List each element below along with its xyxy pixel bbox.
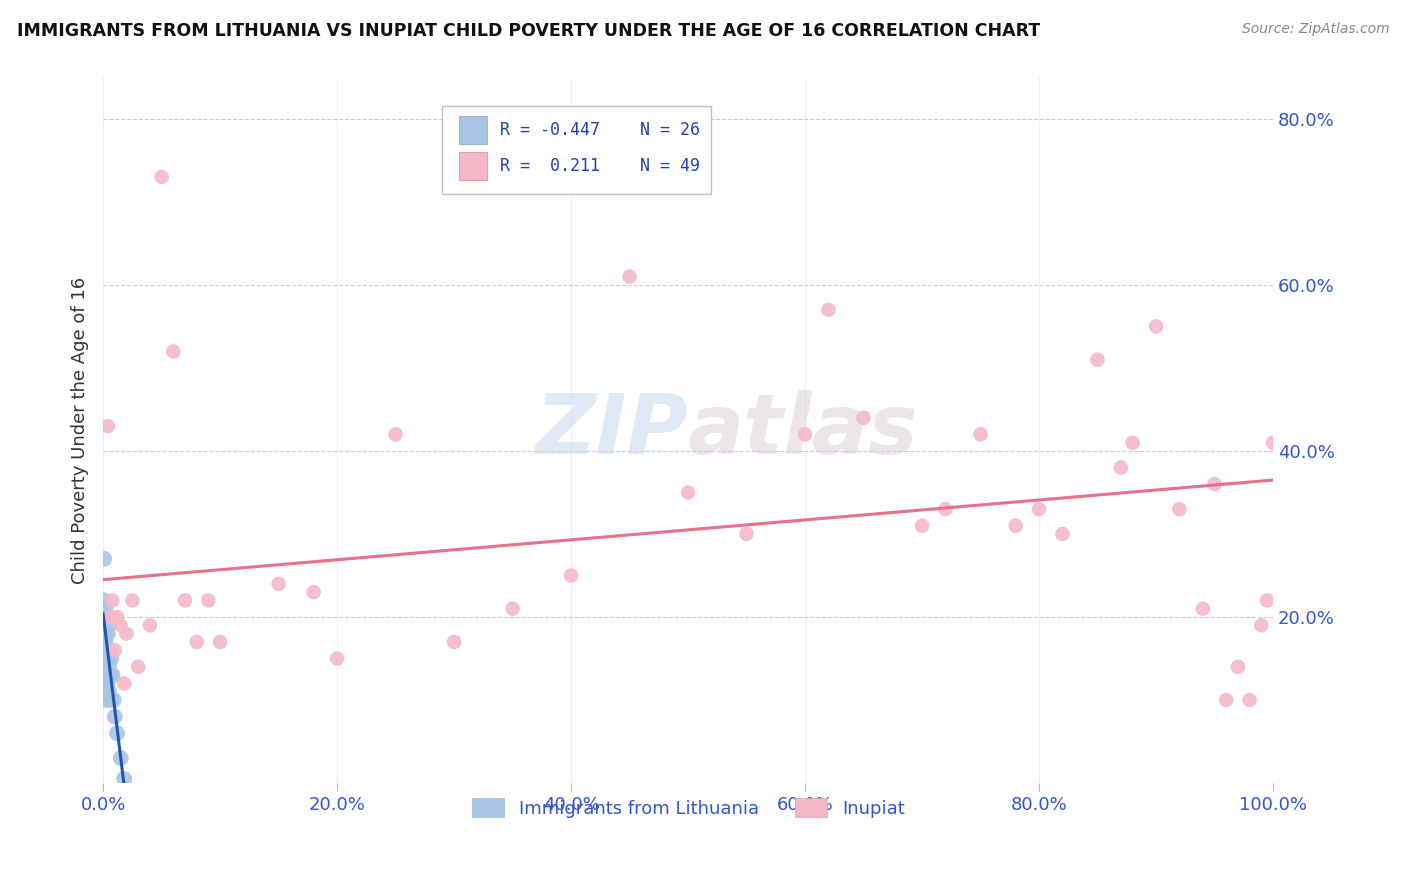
Point bbox=[97, 419, 120, 434]
Point bbox=[103, 693, 125, 707]
Point bbox=[619, 269, 641, 284]
Text: R = -0.447    N = 26: R = -0.447 N = 26 bbox=[499, 121, 700, 139]
Point bbox=[934, 502, 956, 516]
Point bbox=[1191, 601, 1213, 615]
Point bbox=[1250, 618, 1272, 632]
Point bbox=[1087, 352, 1109, 367]
Point bbox=[1168, 502, 1191, 516]
Point bbox=[96, 693, 118, 707]
FancyBboxPatch shape bbox=[443, 105, 711, 194]
Point bbox=[1226, 660, 1249, 674]
Point bbox=[110, 751, 132, 765]
Point bbox=[1204, 477, 1226, 491]
Y-axis label: Child Poverty Under the Age of 16: Child Poverty Under the Age of 16 bbox=[72, 277, 89, 583]
Text: R =  0.211    N = 49: R = 0.211 N = 49 bbox=[499, 157, 700, 175]
Point bbox=[93, 552, 115, 566]
Point bbox=[93, 593, 115, 607]
Point bbox=[1004, 518, 1026, 533]
Text: atlas: atlas bbox=[688, 390, 918, 471]
FancyBboxPatch shape bbox=[458, 116, 486, 145]
Point bbox=[97, 676, 120, 690]
Point bbox=[209, 635, 232, 649]
Text: Source: ZipAtlas.com: Source: ZipAtlas.com bbox=[1241, 22, 1389, 37]
Point bbox=[96, 643, 118, 657]
Point bbox=[98, 610, 121, 624]
Point bbox=[174, 593, 197, 607]
Point bbox=[267, 577, 290, 591]
Point bbox=[98, 643, 121, 657]
Point bbox=[93, 626, 115, 640]
Point bbox=[97, 626, 120, 640]
Point bbox=[98, 660, 121, 674]
Point bbox=[1144, 319, 1167, 334]
Point bbox=[197, 593, 219, 607]
Point bbox=[186, 635, 208, 649]
FancyBboxPatch shape bbox=[458, 152, 486, 180]
Point bbox=[150, 169, 173, 184]
Point bbox=[1239, 693, 1261, 707]
Point bbox=[502, 601, 524, 615]
Point bbox=[1122, 435, 1144, 450]
Point bbox=[162, 344, 184, 359]
Point bbox=[98, 684, 121, 698]
Point bbox=[1109, 460, 1132, 475]
Point bbox=[911, 518, 934, 533]
Point bbox=[326, 651, 349, 665]
Point bbox=[1215, 693, 1237, 707]
Text: IMMIGRANTS FROM LITHUANIA VS INUPIAT CHILD POVERTY UNDER THE AGE OF 16 CORRELATI: IMMIGRANTS FROM LITHUANIA VS INUPIAT CHI… bbox=[17, 22, 1040, 40]
Text: ZIP: ZIP bbox=[536, 390, 688, 471]
Point bbox=[100, 651, 122, 665]
Point bbox=[139, 618, 162, 632]
Point bbox=[96, 668, 118, 682]
Point bbox=[817, 302, 839, 317]
Point bbox=[96, 610, 118, 624]
Point bbox=[98, 618, 121, 632]
Point bbox=[127, 660, 149, 674]
Point bbox=[302, 585, 325, 599]
Point bbox=[104, 643, 127, 657]
Point bbox=[735, 527, 758, 541]
Point bbox=[112, 676, 135, 690]
Point bbox=[105, 726, 128, 740]
Point bbox=[1028, 502, 1050, 516]
Point bbox=[97, 651, 120, 665]
Point bbox=[105, 610, 128, 624]
Point bbox=[104, 709, 127, 723]
Point bbox=[1256, 593, 1278, 607]
Point bbox=[443, 635, 465, 649]
Point bbox=[676, 485, 699, 500]
Point bbox=[1052, 527, 1074, 541]
Point bbox=[969, 427, 991, 442]
Point bbox=[121, 593, 143, 607]
Point bbox=[1261, 435, 1284, 450]
Point bbox=[384, 427, 406, 442]
Point bbox=[94, 660, 117, 674]
Point bbox=[110, 618, 132, 632]
Point bbox=[794, 427, 817, 442]
Point bbox=[101, 593, 124, 607]
Point bbox=[94, 635, 117, 649]
Point bbox=[852, 410, 875, 425]
Point bbox=[115, 626, 138, 640]
Point bbox=[101, 668, 124, 682]
Point bbox=[100, 693, 122, 707]
Point bbox=[94, 601, 117, 615]
Legend: Immigrants from Lithuania, Inupiat: Immigrants from Lithuania, Inupiat bbox=[464, 791, 911, 825]
Point bbox=[112, 772, 135, 786]
Point bbox=[560, 568, 582, 582]
Point bbox=[98, 668, 121, 682]
